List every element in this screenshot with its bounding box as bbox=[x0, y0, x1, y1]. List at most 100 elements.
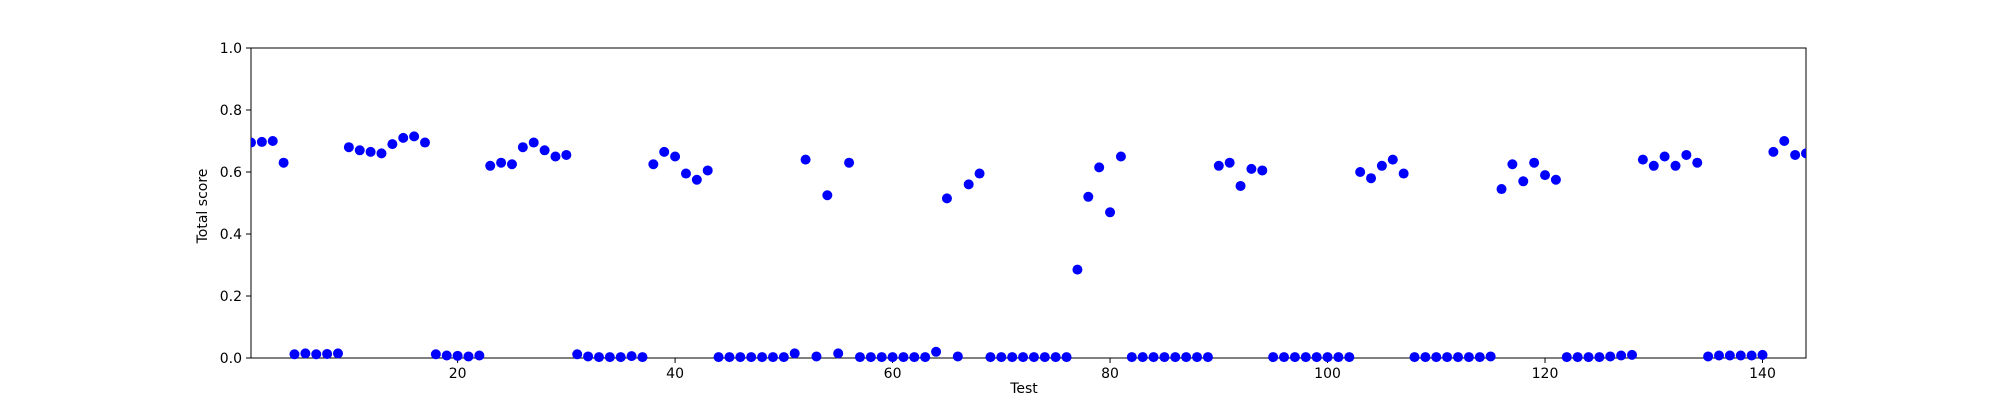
data-point bbox=[593, 352, 604, 363]
data-point bbox=[1268, 352, 1279, 363]
data-point bbox=[1192, 352, 1203, 363]
x-tick-label: 80 bbox=[1101, 366, 1119, 382]
data-point bbox=[1050, 352, 1061, 363]
data-point bbox=[1072, 264, 1083, 275]
data-point bbox=[1322, 352, 1333, 363]
data-point bbox=[1376, 160, 1387, 171]
data-point bbox=[1670, 160, 1681, 171]
data-point bbox=[1105, 207, 1116, 218]
data-point bbox=[1279, 352, 1290, 363]
data-point bbox=[332, 348, 343, 359]
data-point bbox=[1442, 352, 1453, 363]
x-tick-label: 140 bbox=[1749, 366, 1776, 382]
data-point bbox=[419, 137, 430, 148]
data-point bbox=[1202, 352, 1213, 363]
axes: 20 40 60 80 100 120 140 0.0 0.2 0.4 0.6 0.8 1.0 bbox=[220, 41, 1807, 382]
data-point bbox=[963, 179, 974, 190]
data-point bbox=[941, 193, 952, 204]
data-point bbox=[1213, 160, 1224, 171]
data-point bbox=[702, 165, 713, 176]
data-point bbox=[1768, 146, 1779, 157]
data-point bbox=[1355, 167, 1366, 177]
data-point bbox=[1289, 352, 1300, 363]
data-point bbox=[844, 157, 855, 168]
data-point bbox=[1311, 352, 1322, 363]
x-axis-label: Test bbox=[1009, 381, 1038, 397]
data-point bbox=[1518, 176, 1529, 187]
data-point bbox=[289, 349, 300, 360]
data-point bbox=[833, 348, 844, 359]
plot-frame bbox=[250, 47, 1807, 359]
data-point bbox=[985, 352, 996, 363]
data-point bbox=[724, 352, 735, 363]
data-point bbox=[604, 352, 615, 363]
data-point bbox=[670, 151, 681, 162]
y-tick-label: 0.0 bbox=[220, 351, 242, 367]
data-point bbox=[398, 132, 409, 143]
data-point bbox=[1453, 352, 1464, 363]
data-point bbox=[1779, 136, 1790, 146]
data-point bbox=[496, 157, 507, 168]
data-point bbox=[1616, 350, 1627, 361]
data-point bbox=[876, 352, 887, 363]
data-point bbox=[1181, 352, 1192, 363]
data-point bbox=[1714, 350, 1725, 361]
data-point bbox=[1094, 162, 1105, 173]
data-point bbox=[1333, 352, 1344, 363]
y-axis-label: Total score bbox=[195, 169, 211, 245]
data-point bbox=[1148, 352, 1159, 363]
x-tick-label: 60 bbox=[884, 366, 902, 382]
data-point bbox=[1137, 352, 1148, 363]
data-point bbox=[550, 151, 561, 162]
data-point bbox=[376, 148, 387, 159]
data-point bbox=[256, 136, 267, 147]
data-point bbox=[1583, 352, 1594, 363]
data-point bbox=[626, 351, 637, 362]
data-point bbox=[1007, 352, 1018, 363]
x-tick-label: 120 bbox=[1532, 366, 1559, 382]
data-point bbox=[1735, 350, 1746, 361]
data-point bbox=[474, 350, 485, 361]
x-tick-label: 100 bbox=[1314, 366, 1341, 382]
data-point bbox=[1474, 352, 1485, 363]
data-point bbox=[387, 139, 398, 150]
data-point bbox=[691, 174, 702, 185]
data-point bbox=[1627, 349, 1638, 360]
data-point bbox=[767, 352, 778, 363]
data-point bbox=[680, 168, 691, 179]
data-point bbox=[251, 137, 256, 148]
data-point bbox=[1257, 165, 1268, 176]
data-point bbox=[1724, 350, 1735, 361]
data-point bbox=[1801, 148, 1806, 159]
data-point bbox=[1431, 352, 1442, 363]
data-point bbox=[1083, 191, 1094, 202]
data-point bbox=[1246, 163, 1257, 174]
data-point bbox=[267, 136, 278, 146]
data-point bbox=[1409, 352, 1420, 363]
data-point bbox=[528, 137, 539, 148]
y-tick-label: 0.8 bbox=[220, 103, 242, 119]
y-tick-label: 1.0 bbox=[220, 41, 242, 57]
data-point bbox=[648, 159, 659, 170]
data-point bbox=[1540, 170, 1551, 181]
data-point bbox=[974, 168, 985, 179]
data-point bbox=[343, 142, 354, 153]
data-point bbox=[409, 131, 420, 142]
data-point bbox=[1126, 352, 1137, 363]
data-point bbox=[713, 352, 724, 363]
data-point bbox=[746, 352, 757, 363]
data-point bbox=[365, 146, 376, 157]
data-point bbox=[931, 346, 942, 357]
data-point bbox=[1387, 154, 1398, 165]
data-point bbox=[1790, 149, 1801, 160]
data-point bbox=[1496, 184, 1507, 195]
data-point bbox=[811, 351, 822, 362]
data-point bbox=[1529, 157, 1540, 168]
data-point bbox=[572, 349, 583, 360]
data-point bbox=[463, 351, 474, 362]
data-point bbox=[789, 348, 800, 359]
y-tick-label: 0.2 bbox=[220, 289, 242, 305]
data-point bbox=[1398, 168, 1409, 179]
